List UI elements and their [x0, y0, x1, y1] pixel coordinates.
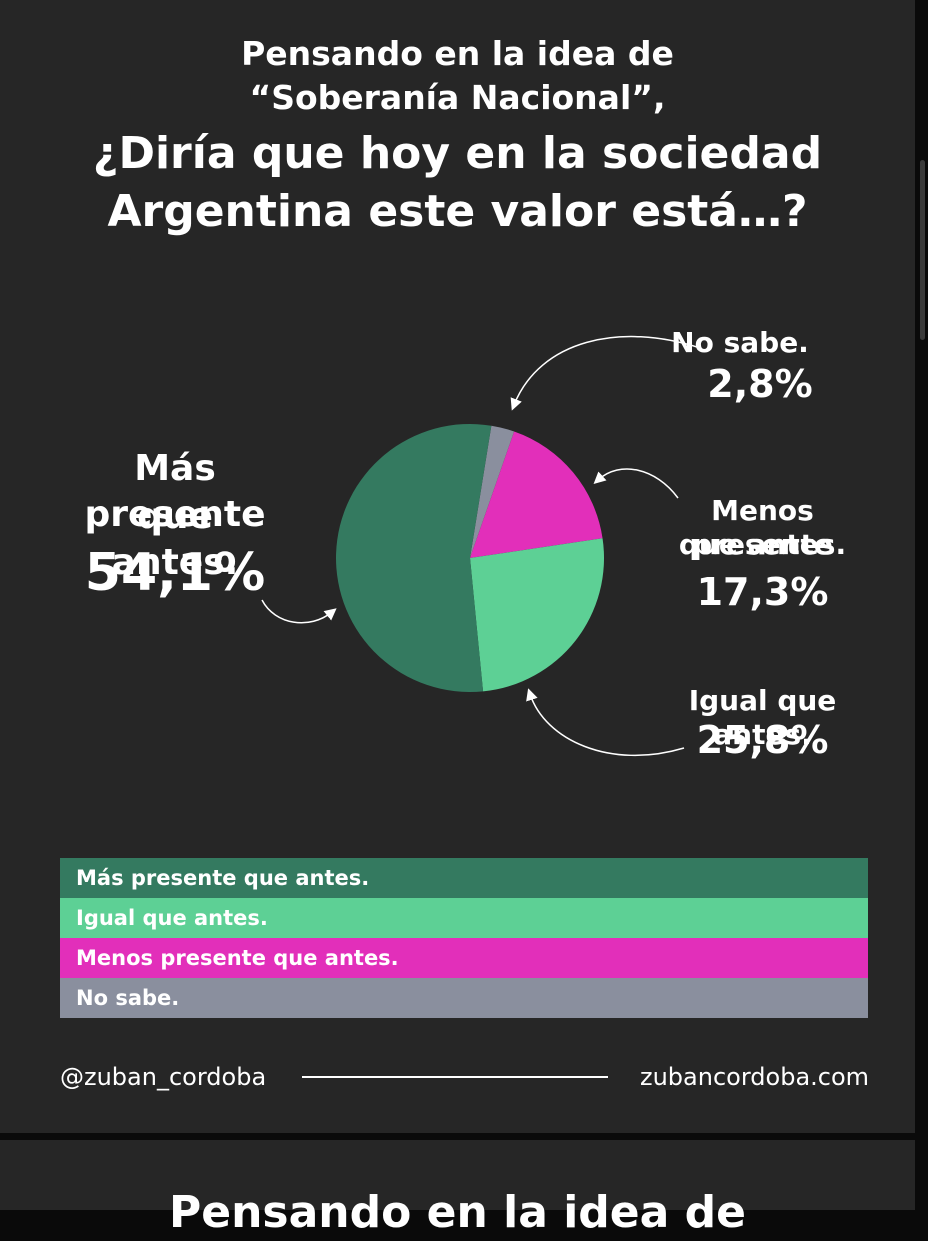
infographic-card: Pensando en la idea de “Soberanía Nacion…	[0, 0, 915, 1133]
title-question-line-2: Argentina este valor está…?	[107, 186, 808, 237]
callout-igual-label: Igual que antes.	[688, 684, 837, 751]
scrollbar[interactable]	[917, 0, 928, 1200]
legend-item-menos: Menos presente que antes.	[60, 938, 868, 978]
scrollbar-thumb[interactable]	[920, 160, 925, 340]
title-question-line-1: ¿Diría que hoy en la sociedad	[92, 128, 823, 179]
legend-item-nosabe: No sabe.	[60, 978, 868, 1018]
footer-site: zubancordoba.com	[640, 1063, 870, 1091]
legend-item-mas: Más presente que antes.	[60, 858, 868, 898]
pie-slice-mas	[335, 424, 492, 692]
next-card-title-peek: Pensando en la idea de	[168, 1187, 746, 1238]
next-card	[0, 1140, 915, 1210]
legend-item-igual: Igual que antes.	[60, 898, 868, 938]
callout-nosabe-value: 2,8%	[707, 362, 813, 406]
pie-slice-nosabe	[470, 425, 515, 558]
title-line-2: “Soberanía Nacional”,	[249, 78, 666, 117]
footer-handle: @zuban_cordoba	[60, 1063, 267, 1091]
callout-igual-value: 25,8%	[696, 718, 829, 762]
pie-slice-menos	[470, 431, 603, 558]
callout-mas-line2: que antes.	[111, 496, 239, 583]
title-line-1: Pensando en la idea de	[241, 34, 674, 73]
callout-menos-line2: que antes.	[678, 528, 847, 561]
pie-chart	[335, 424, 604, 692]
callout-mas-line1: Más presente	[84, 448, 266, 535]
legend: Más presente que antes. Igual que antes.…	[60, 858, 868, 1018]
footer-divider	[302, 1076, 608, 1078]
pie-slice-igual	[470, 538, 604, 692]
callout-mas-value: 54,1%	[84, 543, 266, 603]
callout-menos-value: 17,3%	[696, 570, 829, 614]
callout-nosabe-label: No sabe.	[671, 326, 809, 359]
callout-menos-line1: Menos presente	[692, 494, 833, 561]
